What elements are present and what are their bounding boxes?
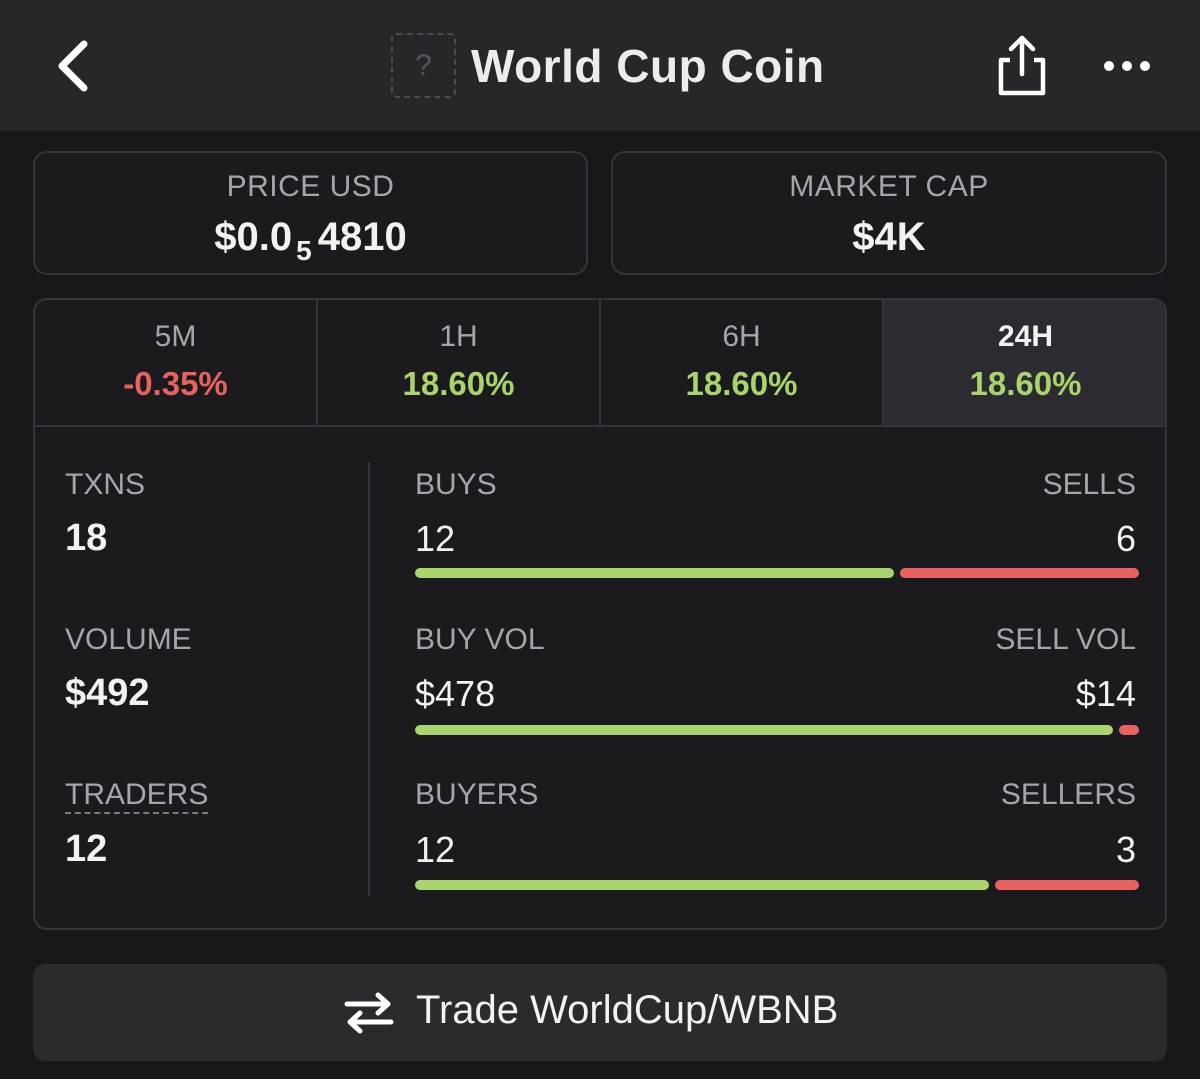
buyers-value: 12 — [415, 829, 456, 870]
token-image-placeholder: ? — [391, 33, 456, 98]
sell-vol-label: SELL VOL — [995, 623, 1136, 656]
sell-vol-bar — [1119, 725, 1139, 735]
buyers-label: BUYERS — [415, 778, 539, 811]
buys-bar — [415, 568, 894, 578]
tab-24h[interactable]: 24H 18.60% — [882, 300, 1165, 425]
sells-value: 6 — [1115, 518, 1136, 559]
sellers-label: SELLERS — [1000, 778, 1136, 811]
column-divider — [368, 462, 370, 896]
txns-label: TXNS — [65, 468, 146, 501]
price-prefix: $0.0 — [214, 215, 293, 259]
traders-value: 12 — [65, 828, 108, 870]
tab-label: 6H — [722, 320, 761, 353]
tab-label: 24H — [997, 320, 1054, 353]
price-digits: 4810 — [317, 215, 407, 259]
trade-button-label: Trade WorldCup/WBNB — [416, 988, 839, 1032]
price-card: PRICE USD $0.0 5 4810 — [33, 151, 588, 275]
volume-value: $492 — [65, 672, 150, 714]
tab-6h[interactable]: 6H 18.60% — [599, 300, 882, 425]
buys-value: 12 — [415, 518, 456, 559]
volume-label: VOLUME — [65, 623, 192, 656]
traders-label[interactable]: TRADERS — [65, 778, 209, 814]
tab-1h[interactable]: 1H 18.60% — [316, 300, 599, 425]
txns-value: 18 — [65, 517, 108, 559]
buy-vol-value: $478 — [415, 673, 496, 714]
sellers-value: 3 — [1115, 829, 1136, 870]
buy-vol-label: BUY VOL — [415, 623, 545, 656]
tab-change: 18.60% — [969, 365, 1082, 402]
price-label: PRICE USD — [226, 170, 395, 203]
chevron-left-icon[interactable] — [50, 38, 98, 94]
price-zero-count: 5 — [296, 235, 312, 266]
sells-label: SELLS — [1042, 468, 1136, 501]
tab-change: 18.60% — [685, 365, 798, 402]
price-value: $0.0 5 4810 — [35, 215, 586, 266]
market-cap-card: MARKET CAP $4K — [611, 151, 1167, 275]
buy-vol-bar — [415, 725, 1113, 735]
swap-arrows-icon — [344, 992, 394, 1034]
tab-5m[interactable]: 5M -0.35% — [35, 300, 316, 425]
top-bar: ? World Cup Coin — [0, 0, 1200, 131]
trade-button[interactable]: Trade WorldCup/WBNB — [33, 964, 1167, 1061]
stats-panel: 5M -0.35% 1H 18.60% 6H 18.60% 24H 18.60%… — [33, 298, 1167, 930]
market-cap-value: $4K — [852, 215, 926, 259]
sell-vol-value: $14 — [1075, 673, 1136, 714]
tab-label: 1H — [439, 320, 478, 353]
sells-bar — [900, 568, 1139, 578]
tab-label: 5M — [154, 320, 197, 353]
tab-change: -0.35% — [123, 365, 228, 402]
market-cap-label: MARKET CAP — [789, 170, 989, 203]
sellers-bar — [995, 880, 1139, 890]
more-horizontal-icon[interactable] — [1100, 52, 1154, 80]
buys-label: BUYS — [415, 468, 497, 501]
share-icon[interactable] — [996, 32, 1048, 98]
buyers-bar — [415, 880, 989, 890]
timeframe-tabs: 5M -0.35% 1H 18.60% 6H 18.60% 24H 18.60% — [35, 300, 1165, 427]
tab-change: 18.60% — [402, 365, 515, 402]
page-title: World Cup Coin — [471, 40, 825, 92]
